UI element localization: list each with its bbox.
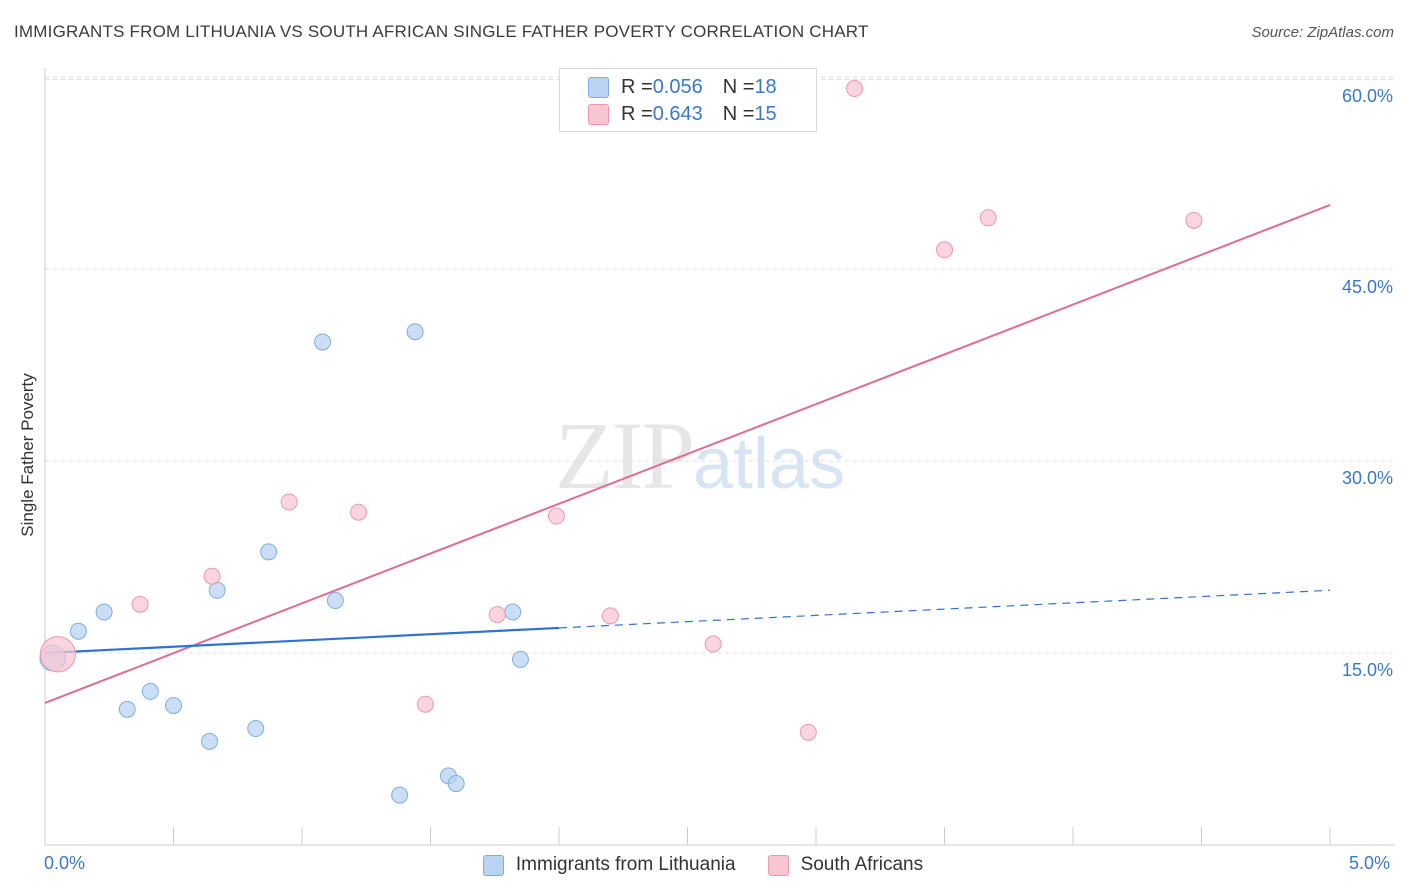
point-south-africans (39, 636, 76, 673)
trend-line-lithuania (44, 626, 560, 655)
legend-n-label: N = (722, 102, 755, 125)
point-south-africans (1185, 211, 1203, 229)
point-lithuania (314, 333, 332, 351)
point-south-africans (547, 507, 565, 525)
legend-r-value: 0.056 (652, 75, 703, 98)
point-lithuania (95, 603, 113, 621)
y-axis-label: Single Father Poverty (18, 373, 37, 537)
legend-swatch-pink (767, 854, 789, 876)
point-lithuania (200, 732, 218, 750)
point-south-africans (799, 723, 817, 741)
legend-label-south-africans: South Africans (800, 854, 924, 875)
y-tick-15: 15.0% (1341, 660, 1393, 680)
y-tick-45: 45.0% (1341, 277, 1393, 297)
legend-row-lithuania: R = 0.056 N = 18 (588, 75, 777, 99)
point-lithuania (406, 323, 424, 341)
point-south-africans (350, 503, 368, 521)
legend-swatch-pink (588, 103, 609, 125)
point-lithuania (247, 720, 265, 738)
chart-title: IMMIGRANTS FROM LITHUANIA VS SOUTH AFRIC… (14, 22, 869, 41)
point-lithuania (326, 592, 344, 610)
series-legend: Immigrants from Lithuania South Africans (0, 852, 1406, 878)
legend-swatch-blue (482, 854, 504, 876)
point-lithuania (504, 603, 522, 621)
legend-item-lithuania[interactable]: Immigrants from Lithuania (482, 854, 736, 876)
point-lithuania (447, 775, 465, 793)
point-lithuania (165, 696, 182, 714)
point-south-africans (488, 606, 506, 624)
x-tick-left: 0.0% (44, 853, 86, 873)
watermark: ZIPatlas (555, 400, 845, 511)
trend-line-lithuania-dashed (558, 589, 1331, 629)
point-lithuania (69, 622, 87, 640)
trend-line-south-africans (44, 204, 1331, 704)
point-south-africans (203, 567, 221, 585)
y-tick-30: 30.0% (1341, 468, 1393, 488)
point-lithuania (391, 786, 409, 804)
legend-r-label: R = (621, 102, 653, 125)
legend-item-south-africans[interactable]: South Africans (767, 854, 924, 876)
source-label: Source: ZipAtlas.com (1251, 24, 1394, 41)
legend-n-value: 18 (754, 75, 777, 98)
legend-row-south-africans: R = 0.643 N = 15 (588, 102, 777, 126)
point-south-africans (131, 595, 149, 613)
watermark-zip: ZIP (555, 402, 695, 509)
point-lithuania (260, 543, 278, 561)
legend-n-value: 15 (754, 102, 777, 125)
point-lithuania (141, 682, 159, 700)
watermark-atlas: atlas (693, 424, 846, 504)
point-lithuania (118, 700, 136, 718)
correlation-legend: R = 0.056 N = 18 R = 0.643 N = 15 (559, 68, 817, 132)
point-south-africans (936, 241, 953, 259)
legend-r-label: R = (621, 75, 653, 98)
point-south-africans (416, 695, 434, 713)
point-lithuania (511, 650, 529, 668)
legend-r-value: 0.643 (652, 102, 703, 125)
x-tick-right: 5.0% (1349, 853, 1391, 873)
point-south-africans (280, 493, 298, 511)
point-south-africans (704, 635, 722, 653)
point-south-africans (846, 80, 864, 98)
legend-label-lithuania: Immigrants from Lithuania (515, 854, 736, 875)
y-tick-60: 60.0% (1341, 86, 1393, 106)
legend-swatch-blue (588, 76, 609, 98)
point-south-africans (979, 209, 997, 227)
legend-n-label: N = (722, 75, 755, 98)
point-south-africans (601, 607, 619, 625)
